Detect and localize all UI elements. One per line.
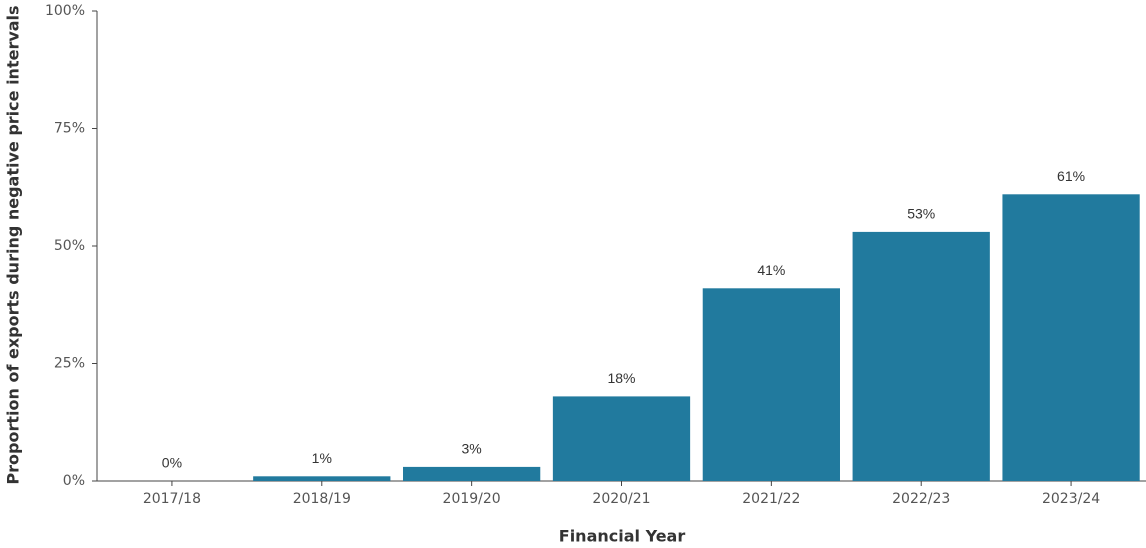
bar xyxy=(852,231,990,481)
data-label: 0% xyxy=(162,455,182,471)
bar xyxy=(702,288,840,481)
y-axis-title: Proportion of exports during negative pr… xyxy=(4,5,23,484)
bar xyxy=(403,466,541,481)
x-tick-label: 2020/21 xyxy=(592,491,650,507)
y-tick-label: 75% xyxy=(54,121,85,137)
y-tick-label: 50% xyxy=(54,238,85,254)
bar xyxy=(253,476,391,481)
data-label: 18% xyxy=(607,370,635,386)
y-tick-label: 25% xyxy=(54,356,85,372)
x-tick-label: 2022/23 xyxy=(892,491,950,507)
x-axis-title: Financial Year xyxy=(559,527,686,546)
data-label: 41% xyxy=(757,262,785,278)
bar xyxy=(552,396,691,481)
bar xyxy=(1002,194,1140,482)
x-tick-label: 2019/20 xyxy=(443,491,501,507)
data-label: 3% xyxy=(462,441,482,457)
y-tick-label: 0% xyxy=(63,473,85,489)
data-label: 1% xyxy=(312,450,332,466)
x-tick-label: 2023/24 xyxy=(1042,491,1100,507)
data-label: 53% xyxy=(907,206,935,222)
x-tick-label: 2017/18 xyxy=(143,491,201,507)
x-tick-label: 2021/22 xyxy=(742,491,800,507)
data-label: 61% xyxy=(1057,168,1085,184)
x-tick-label: 2018/19 xyxy=(293,491,351,507)
y-tick-label: 100% xyxy=(45,3,85,19)
